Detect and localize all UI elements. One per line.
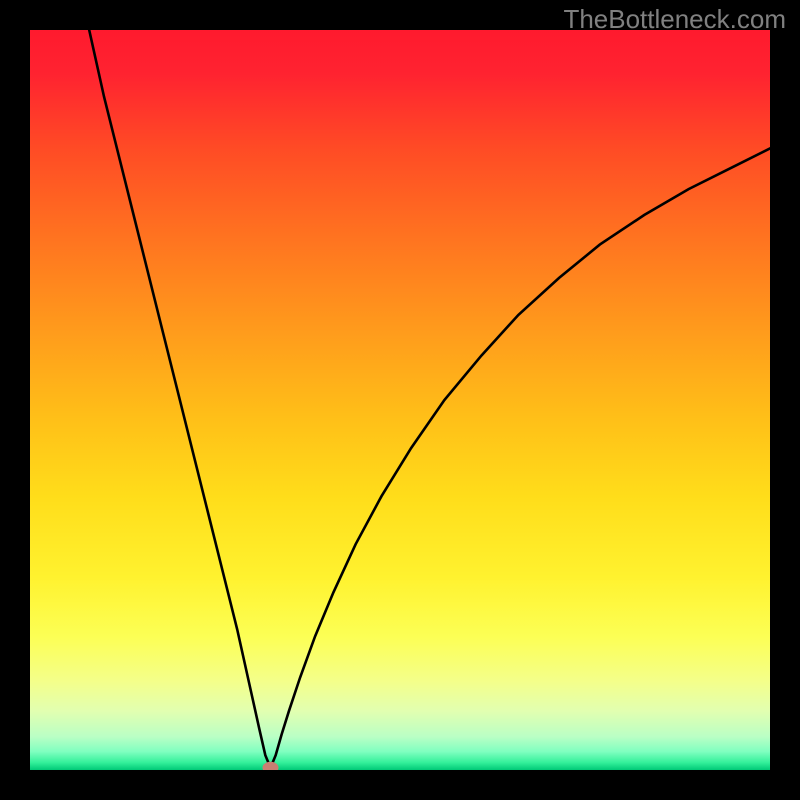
plot-background-gradient bbox=[30, 30, 770, 770]
watermark-label: TheBottleneck.com bbox=[563, 4, 786, 35]
chart-stage: TheBottleneck.com bbox=[0, 0, 800, 800]
bottleneck-chart bbox=[0, 0, 800, 800]
